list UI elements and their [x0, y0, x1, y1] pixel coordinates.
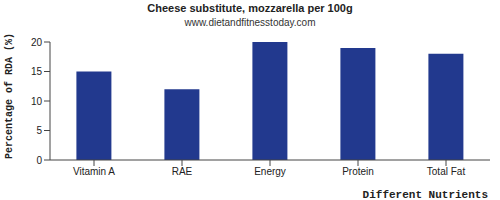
svg-text:15: 15 — [31, 66, 43, 77]
svg-text:5: 5 — [36, 125, 42, 136]
svg-text:Protein: Protein — [342, 166, 374, 177]
svg-text:Energy: Energy — [254, 166, 286, 177]
svg-text:20: 20 — [31, 37, 43, 48]
svg-text:10: 10 — [31, 96, 43, 107]
svg-text:Total Fat: Total Fat — [427, 166, 466, 177]
svg-text:Vitamin A: Vitamin A — [73, 166, 115, 177]
html-text:Cheese substitute, mozzarella: Cheese substitute, mozzarella per 100g — [147, 2, 353, 14]
html-text:www.dietandfitnesstoday.com: www.dietandfitnesstoday.com — [184, 17, 316, 28]
svg-text:RAE: RAE — [172, 166, 193, 177]
svg-text:0: 0 — [36, 155, 42, 166]
svg-text:Different Nutrients: Different Nutrients — [363, 189, 488, 200]
svg-text:Percentage of RDA (%): Percentage of RDA (%) — [8, 33, 15, 159]
